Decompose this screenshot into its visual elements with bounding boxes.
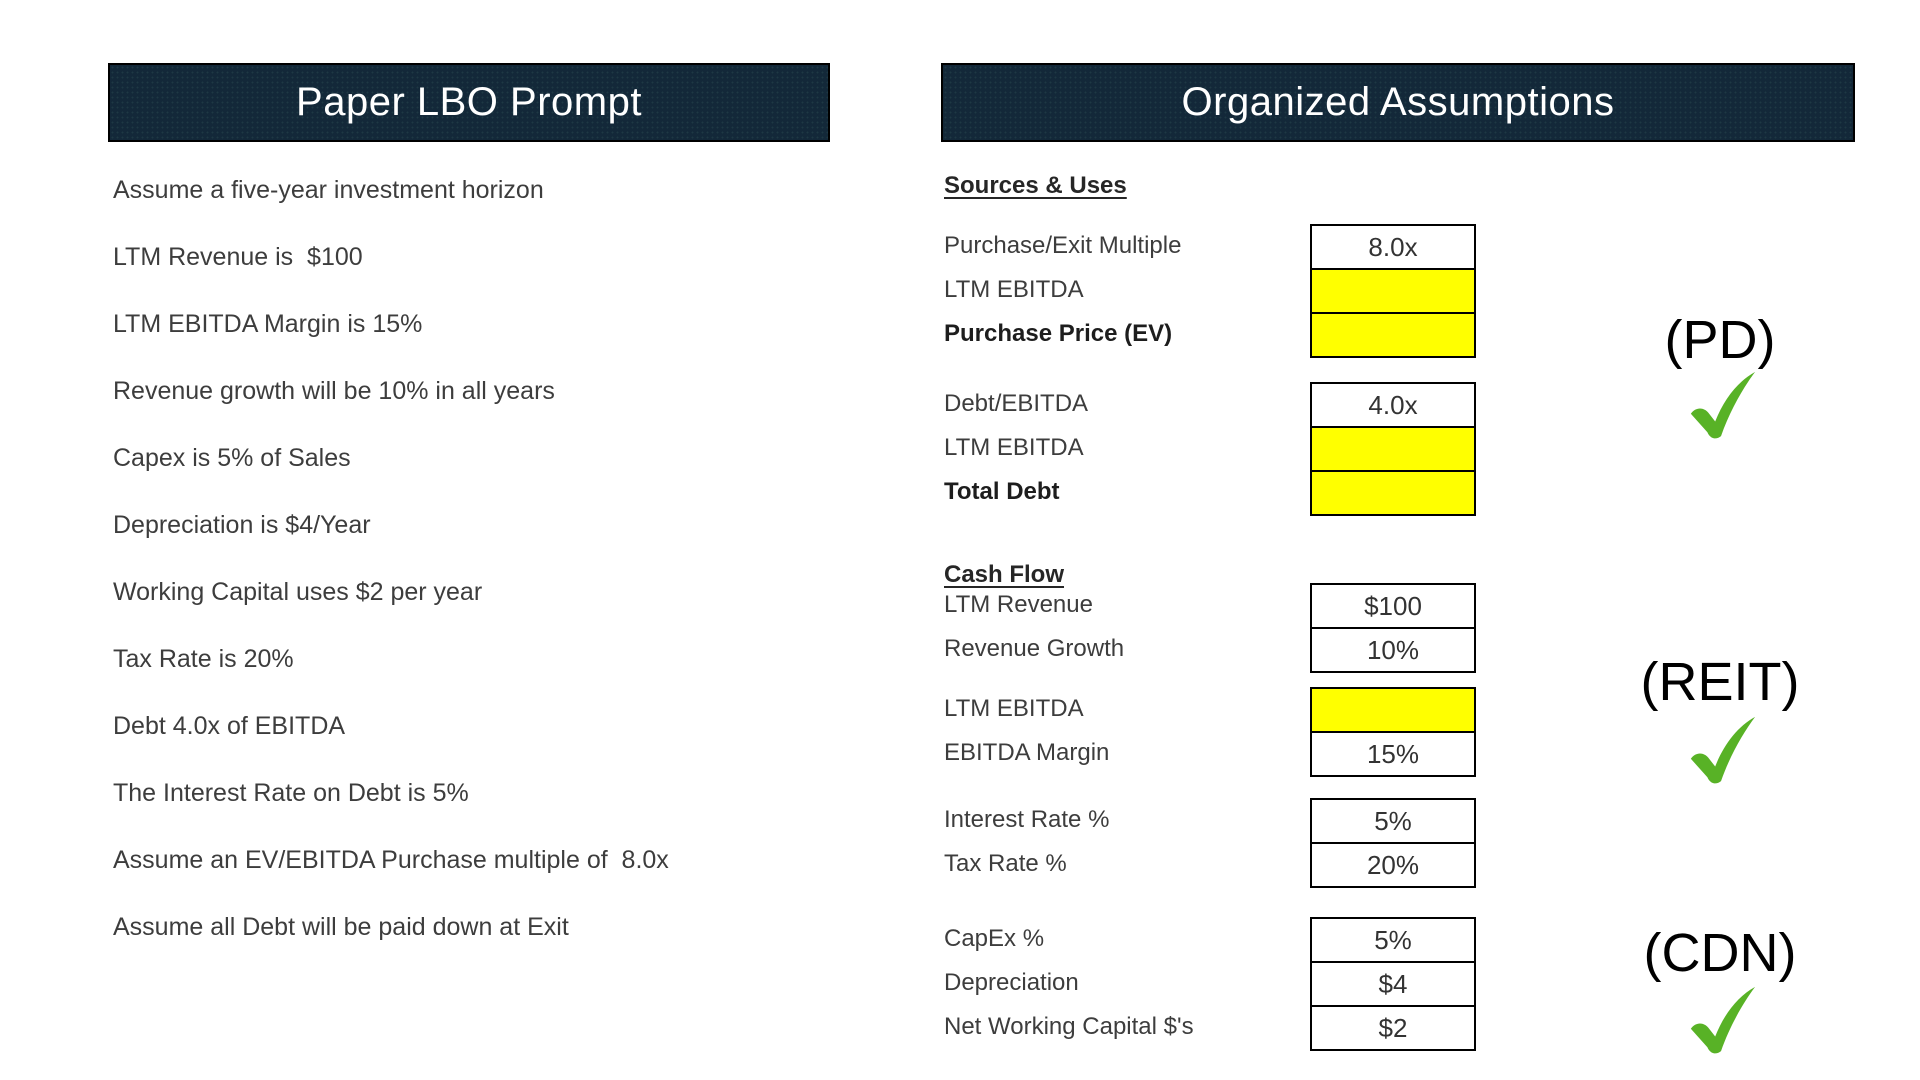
row-label-capex: CapEx % [944, 925, 1045, 952]
value-cell-purchase-price-highlighted [1312, 312, 1474, 356]
row-label-tax-rate: Tax Rate % [944, 850, 1067, 877]
prompt-line: Capex is 5% of Sales [113, 444, 351, 472]
value-cell-total-debt-highlighted [1312, 470, 1474, 514]
prompt-line: The Interest Rate on Debt is 5% [113, 779, 469, 807]
row-label-total-debt: Total Debt [944, 478, 1060, 505]
value-box-group-sources: 8.0x [1310, 224, 1476, 358]
left-panel-title: Paper LBO Prompt [108, 63, 830, 142]
value-cell-ltm-ebitda-highlighted [1312, 689, 1474, 731]
value-cell-purchase-exit-multiple: 8.0x [1368, 232, 1418, 262]
annotation-cdn: (CDN) [1643, 923, 1797, 983]
green-check-icon [1690, 716, 1756, 784]
prompt-line: LTM EBITDA Margin is 15% [113, 310, 423, 338]
prompt-line: Depreciation is $4/Year [113, 511, 371, 539]
prompt-line: Debt 4.0x of EBITDA [113, 712, 346, 740]
annotation-pd: (PD) [1664, 310, 1776, 370]
value-cell-ebitda-margin: 15% [1312, 731, 1474, 775]
cash-flow-heading: Cash Flow [944, 561, 1065, 588]
value-cell-debt-ebitda: 4.0x [1368, 390, 1418, 420]
value-cell-net-working-capital: $2 [1312, 1005, 1474, 1049]
row-label-purchase-price-ev: Purchase Price (EV) [944, 320, 1173, 347]
sources-uses-heading: Sources & Uses [944, 172, 1127, 199]
value-box-group-debt: 4.0x [1310, 382, 1476, 516]
prompt-line: Revenue growth will be 10% in all years [113, 377, 555, 405]
green-check-icon [1690, 986, 1756, 1054]
lbo-prompt-list: Assume a five-year investment horizon LT… [113, 157, 773, 961]
value-box-group-rates: 5% 20% [1310, 798, 1476, 888]
row-label-purchase-exit-multiple: Purchase/Exit Multiple [944, 232, 1182, 259]
value-cell-ltm-ebitda-highlighted [1312, 268, 1474, 312]
row-label-revenue-growth: Revenue Growth [944, 635, 1125, 662]
value-box-group-capex: 5% $4 $2 [1310, 917, 1476, 1051]
value-cell-ltm-ebitda-highlighted [1312, 426, 1474, 470]
row-label-debt-ebitda: Debt/EBITDA [944, 390, 1089, 417]
green-check-icon [1690, 371, 1756, 439]
value-box-group-ebitda: 15% [1310, 687, 1476, 777]
prompt-line: Working Capital uses $2 per year [113, 578, 483, 606]
value-cell-revenue-growth: 10% [1312, 627, 1474, 671]
prompt-line: Tax Rate is 20% [113, 645, 294, 673]
value-cell-interest-rate: 5% [1374, 806, 1412, 836]
row-label-ltm-revenue: LTM Revenue [944, 591, 1093, 618]
prompt-line: LTM Revenue is $100 [113, 243, 363, 271]
value-cell-ltm-revenue: $100 [1364, 591, 1422, 621]
value-cell-tax-rate: 20% [1312, 842, 1474, 886]
prompt-line: Assume a five-year investment horizon [113, 176, 544, 204]
right-panel-title: Organized Assumptions [941, 63, 1855, 142]
row-label-ltm-ebitda: LTM EBITDA [944, 276, 1084, 303]
prompt-line: Assume all Debt will be paid down at Exi… [113, 913, 569, 941]
row-label-net-working-capital: Net Working Capital $'s [944, 1013, 1194, 1040]
value-cell-capex: 5% [1374, 925, 1412, 955]
row-label-interest-rate: Interest Rate % [944, 806, 1110, 833]
value-cell-depreciation: $4 [1312, 961, 1474, 1005]
value-box-group-revenue: $100 10% [1310, 583, 1476, 673]
annotation-reit: (REIT) [1640, 652, 1800, 712]
prompt-line: Assume an EV/EBITDA Purchase multiple of… [113, 846, 669, 874]
row-label-ltm-ebitda: LTM EBITDA [944, 434, 1084, 461]
row-label-depreciation: Depreciation [944, 969, 1079, 996]
row-label-ltm-ebitda: LTM EBITDA [944, 695, 1084, 722]
row-label-ebitda-margin: EBITDA Margin [944, 739, 1110, 766]
